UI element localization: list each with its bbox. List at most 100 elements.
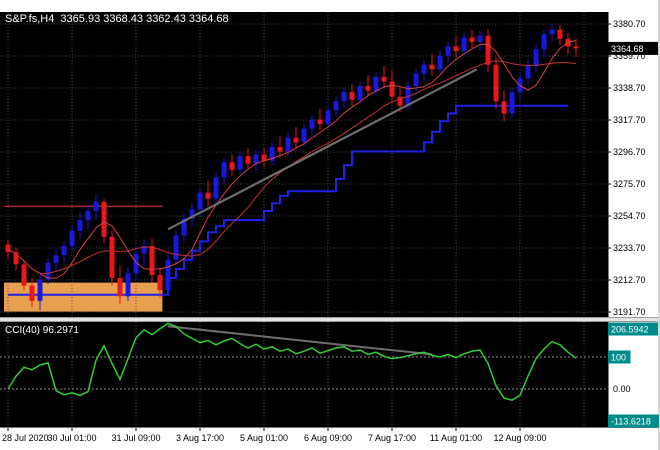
candle-body	[309, 119, 315, 129]
cci-panel-bg	[0, 322, 608, 427]
candle-body	[381, 76, 387, 82]
candle-body	[53, 255, 59, 263]
cci-zero-label: 0.00	[613, 384, 631, 394]
candle-body	[389, 81, 395, 97]
cci-line	[7, 322, 577, 402]
candle-body	[285, 137, 291, 152]
candle-body	[469, 37, 475, 42]
candle-body	[493, 64, 499, 102]
cci-max-badge-text: 206.5942	[611, 325, 649, 335]
candle-body	[173, 235, 179, 260]
candle-body	[501, 101, 507, 114]
price-axis-label: 3317.70	[613, 115, 646, 125]
candle-body	[349, 92, 355, 100]
candle-body	[205, 192, 211, 199]
candle-body	[293, 137, 299, 143]
candle-body	[197, 192, 203, 210]
candle-body	[221, 162, 227, 178]
candle-body	[125, 273, 131, 297]
cci-min-badge	[608, 414, 659, 428]
candle-body	[181, 218, 187, 236]
time-axis-label: 31 Jul 09:00	[111, 433, 160, 443]
candle-body	[245, 156, 251, 164]
time-axis-label: 7 Aug 17:00	[368, 433, 416, 443]
candle-body	[461, 37, 467, 51]
candle-body	[397, 96, 403, 106]
price-axis-label: 3380.70	[613, 19, 646, 29]
time-axis-label: 3 Aug 17:00	[176, 433, 224, 443]
current-price-text: 3364.68	[611, 44, 644, 54]
panel-splitter[interactable]	[0, 317, 660, 322]
candle-body	[61, 246, 67, 256]
candle-body	[109, 236, 115, 278]
time-axis-label: 12 Aug 09:00	[493, 433, 546, 443]
candle-body	[157, 275, 163, 291]
candle-body	[509, 92, 515, 114]
chart-title: S&P.fs,H4 3365.93 3368.43 3362.43 3364.6…	[5, 13, 229, 25]
candle-body	[437, 55, 443, 70]
window-edge	[658, 0, 660, 450]
ma-fast-line	[7, 40, 577, 279]
candle-body	[229, 162, 235, 170]
candle-body	[413, 73, 419, 86]
time-axis-label: 5 Aug 01:00	[240, 433, 288, 443]
candle-body	[365, 86, 371, 91]
candle-body	[341, 92, 347, 102]
candle-body	[29, 285, 35, 301]
candle-body	[77, 220, 83, 231]
cci-level-100-badge	[608, 350, 631, 364]
candle-body	[573, 46, 579, 49]
candle-body	[317, 119, 323, 125]
current-price-badge	[608, 41, 658, 55]
candle-body	[261, 154, 267, 161]
main-trendline	[167, 68, 478, 231]
candle-body	[37, 279, 43, 301]
grid-layer	[0, 12, 608, 427]
candle-body	[101, 201, 107, 237]
price-axis-label: 3191.70	[613, 307, 646, 317]
highlight-zone	[4, 282, 163, 312]
price-axis-label: 3275.70	[613, 179, 646, 189]
candle-body	[477, 35, 483, 42]
time-axis-label: 6 Aug 09:00	[304, 433, 352, 443]
candle-body	[69, 230, 75, 246]
candle-body	[253, 154, 259, 164]
candle-body	[533, 49, 539, 67]
candle-body	[141, 246, 147, 254]
candle-body	[149, 246, 155, 275]
price-axis-label: 3212.70	[613, 275, 646, 285]
candle-body	[373, 76, 379, 91]
candle-body	[453, 46, 459, 51]
candle-body	[445, 46, 451, 56]
candle-body	[525, 66, 531, 79]
candle-body	[333, 101, 339, 111]
support-step-line	[8, 104, 568, 296]
price-axis-label: 3254.70	[613, 211, 646, 221]
time-axis-label: 28 Jul 2020	[2, 433, 49, 443]
candle-body	[189, 209, 195, 219]
candle-body	[269, 147, 275, 161]
candle-body	[277, 147, 283, 152]
candle-body	[21, 264, 27, 286]
candles-layer	[5, 23, 579, 310]
cci-max-badge	[608, 322, 658, 336]
candle-body	[429, 64, 435, 70]
cci-level-lines	[0, 356, 608, 390]
candle-body	[237, 156, 243, 170]
candle-body	[5, 244, 11, 253]
candle-body	[85, 211, 91, 221]
candle-body	[485, 35, 491, 65]
price-axis-label: 3233.70	[613, 243, 646, 253]
price-axis-label: 3338.70	[613, 83, 646, 93]
main-chart-bg	[0, 12, 608, 317]
candle-body	[213, 177, 219, 199]
time-axis-label: 11 Aug 01:00	[430, 433, 482, 443]
cci-indicator-label: CCI(40) 96.2971	[5, 325, 79, 336]
candle-body	[133, 253, 139, 274]
candle-body	[325, 110, 331, 125]
cci-min-badge-text: -113.6218	[611, 417, 651, 427]
time-axis-label: 30 Jul 01:00	[47, 433, 96, 443]
